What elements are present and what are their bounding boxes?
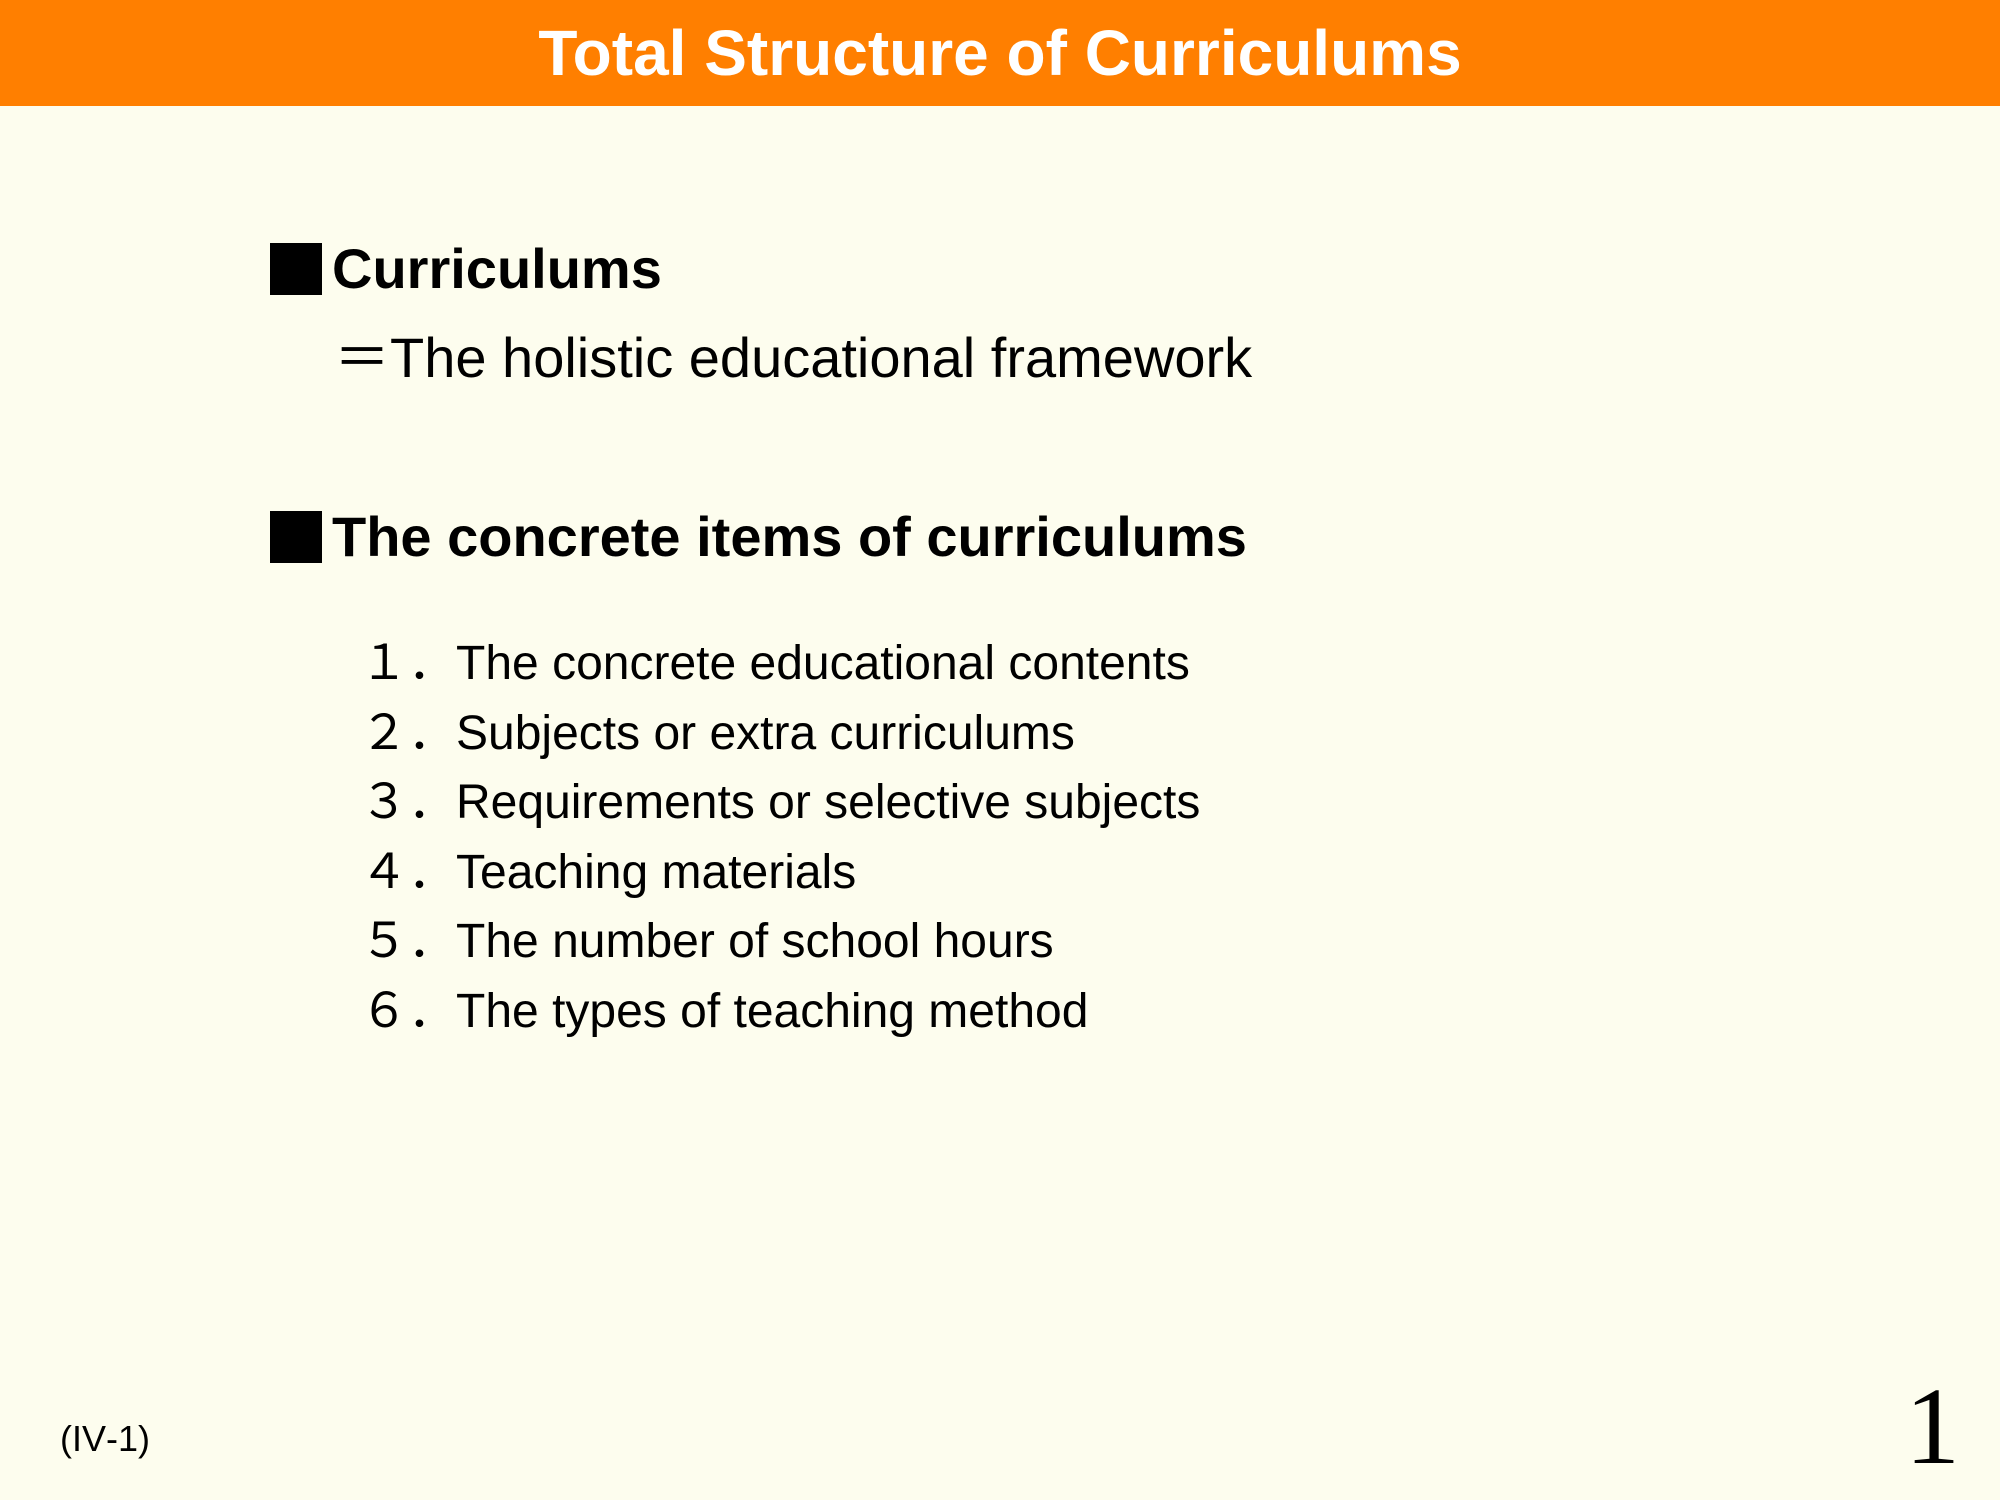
section1-heading-text: Curriculums [332, 236, 662, 301]
list-item: ５． The number of school hours [360, 907, 2000, 977]
list-item-number: ２． [360, 699, 456, 769]
list-item: ４． Teaching materials [360, 838, 2000, 908]
footer-reference: (IV‐1) [60, 1418, 150, 1460]
list-item-number: ４． [360, 838, 456, 908]
list-item-text: The concrete educational contents [456, 629, 1190, 699]
list-item-text: Subjects or extra curriculums [456, 699, 1075, 769]
section2-heading-text: The concrete items of curriculums [332, 504, 1247, 569]
page-number: 1 [1905, 1363, 1960, 1490]
list-item: ６． The types of teaching method [360, 977, 2000, 1047]
title-bar: Total Structure of Curriculums [0, 0, 2000, 106]
list-item-text: Teaching materials [456, 838, 856, 908]
section2-heading: The concrete items of curriculums [270, 504, 2000, 569]
section1-definition: ＝The holistic educational framework [270, 313, 2000, 394]
square-bullet-icon [270, 243, 322, 295]
list-item: ２． Subjects or extra curriculums [360, 699, 2000, 769]
list-item: ３． Requirements or selective subjects [360, 768, 2000, 838]
list-item-number: ３． [360, 768, 456, 838]
list-item: １． The concrete educational contents [360, 629, 2000, 699]
list-item-number: ５． [360, 907, 456, 977]
square-bullet-icon [270, 511, 322, 563]
page-title: Total Structure of Curriculums [538, 17, 1461, 89]
section2: The concrete items of curriculums １． The… [270, 504, 2000, 1047]
section2-list: １． The concrete educational contents ２． … [270, 629, 2000, 1047]
section1-heading: Curriculums [270, 236, 2000, 301]
list-item-text: The types of teaching method [456, 977, 1088, 1047]
list-item-number: ６． [360, 977, 456, 1047]
slide-content: Curriculums ＝The holistic educational fr… [0, 106, 2000, 1047]
list-item-text: Requirements or selective subjects [456, 768, 1200, 838]
list-item-number: １． [360, 629, 456, 699]
list-item-text: The number of school hours [456, 907, 1054, 977]
